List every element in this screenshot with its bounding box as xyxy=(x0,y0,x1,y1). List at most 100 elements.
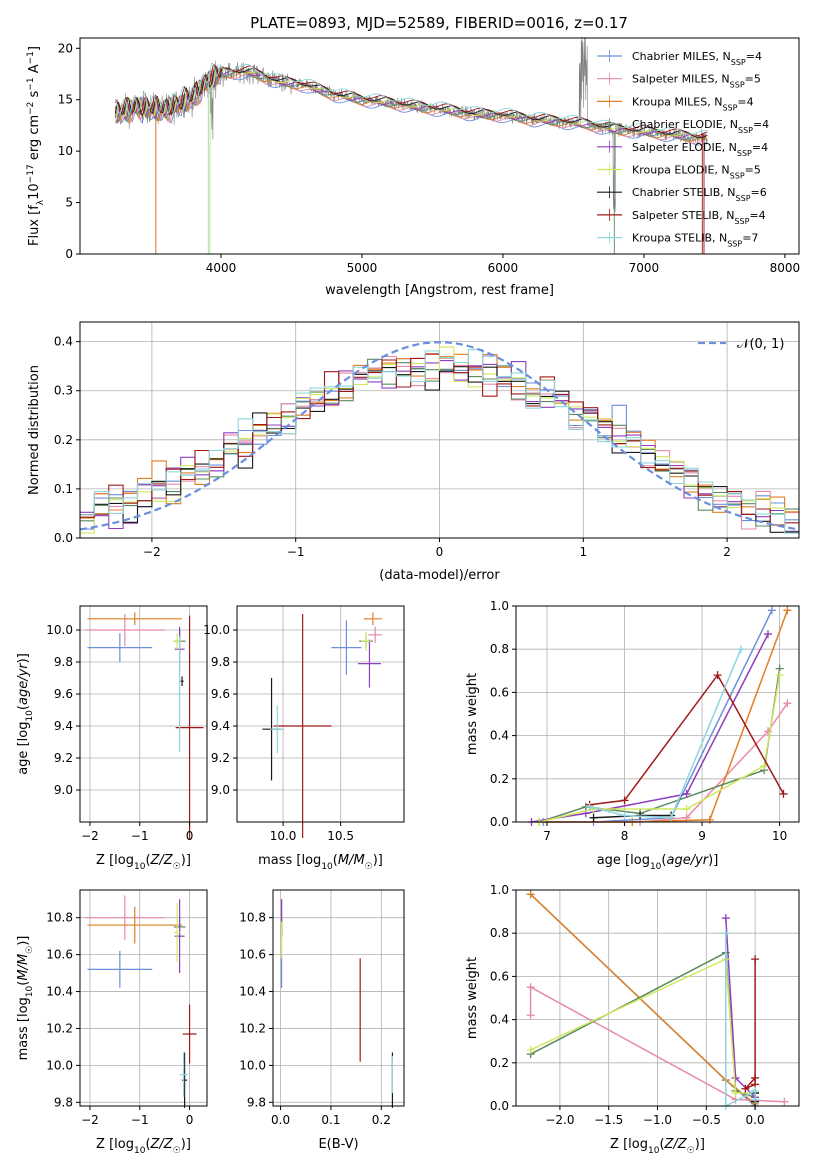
y-tick-label: 0.8 xyxy=(490,642,509,656)
x-tick-label: 9 xyxy=(698,829,706,843)
x-axis-label: Z [log10(Z/Z☉)] xyxy=(96,1137,191,1156)
legend-label: Chabrier ELODIE, NSSP=4 xyxy=(632,118,769,135)
y-tick-label: 0.8 xyxy=(490,926,509,940)
weight-point-marker xyxy=(667,813,676,822)
x-tick-label: 1 xyxy=(579,545,587,559)
x-axis-label: wavelength [Angstrom, rest frame] xyxy=(325,283,554,298)
x-tick-label: 0.1 xyxy=(321,1113,340,1127)
x-axis-label: age [log10(age/yr)] xyxy=(597,853,719,872)
y-tick-label: 0.3 xyxy=(54,384,73,398)
weight-series-line xyxy=(589,673,785,806)
y-tick-label: 9.8 xyxy=(54,655,73,669)
y-tick-label: 5 xyxy=(65,196,73,210)
weight-point-marker xyxy=(767,606,776,615)
weight-series-line xyxy=(539,610,789,823)
weight-point-marker xyxy=(751,1073,760,1082)
legend-label: Chabrier STELIB, NSSP=6 xyxy=(632,186,767,203)
x-tick-label: 7000 xyxy=(629,261,660,275)
weight-series-line xyxy=(529,985,785,1103)
y-axis-label: Normed distribution xyxy=(27,365,42,495)
mass-vs-z-panel: −2 −1 0 9.8 10.0 10.2 10.4 10.6 10.8 Z [log10(Z/Z… xyxy=(16,889,208,1156)
weight-point-marker xyxy=(751,1086,760,1095)
y-tick-label: 10 xyxy=(58,144,73,158)
x-axis-label: (data-model)/error xyxy=(379,568,500,583)
weight-point-marker xyxy=(721,914,730,923)
legend-label: Kroupa MILES, NSSP=4 xyxy=(632,95,754,112)
y-tick-label: 9.2 xyxy=(54,751,73,765)
histogram-step-line xyxy=(80,366,799,533)
legend-label: Chabrier MILES, NSSP=4 xyxy=(632,50,762,67)
y-tick-label: 0.1 xyxy=(54,482,73,496)
y-tick-label: 10.0 xyxy=(46,623,73,637)
weight-point-marker xyxy=(620,796,629,805)
y-tick-label: 0.4 xyxy=(54,335,73,349)
weight-series-line xyxy=(531,633,769,823)
x-tick-label: 7 xyxy=(543,829,551,843)
y-tick-label: 9.0 xyxy=(211,783,230,797)
x-tick-label: 10.0 xyxy=(270,829,297,843)
weight-series-line xyxy=(539,674,781,823)
legend-label: Kroupa ELODIE, NSSP=5 xyxy=(632,164,761,181)
weight-point-marker xyxy=(526,890,535,899)
weight-point-marker xyxy=(721,929,730,938)
axes-frame xyxy=(79,605,208,823)
axes-frame xyxy=(79,889,208,1107)
x-tick-label: 8000 xyxy=(770,261,801,275)
weight-point-marker xyxy=(736,645,745,654)
model-spectrum-line xyxy=(114,62,708,254)
y-tick-label: 0.2 xyxy=(490,1056,509,1070)
x-tick-label: −2.0 xyxy=(545,1113,574,1127)
weight-point-marker xyxy=(526,1011,535,1020)
weight-series-line xyxy=(744,959,756,1090)
y-tick-label: 9.6 xyxy=(211,687,230,701)
age-vs-z-panel: −2 −1 0 9.0 9.2 9.4 9.6 9.8 10.0 Z [log10(Z/Z☉)] a… xyxy=(16,605,208,872)
weight-point-marker xyxy=(760,761,769,770)
x-tick-label: 0.0 xyxy=(746,1113,765,1127)
y-tick-label: 9.8 xyxy=(247,1095,266,1109)
legend-label: Salpeter STELIB, NSSP=4 xyxy=(632,209,766,226)
x-tick-label: −1 xyxy=(287,545,305,559)
weight-vs-age-panel: 7 8 9 10 0.0 0.2 0.4 0.6 0.8 1.0 age [log10(age/yr… xyxy=(465,599,800,872)
y-tick-label: 9.4 xyxy=(54,719,73,733)
weight-point-marker xyxy=(713,671,722,680)
weight-point-marker xyxy=(526,1045,535,1054)
weight-point-marker xyxy=(751,955,760,964)
weight-series-line xyxy=(543,609,773,823)
x-tick-label: 0 xyxy=(436,545,444,559)
y-tick-label: 10.8 xyxy=(239,911,266,925)
x-tick-label: −2 xyxy=(81,829,99,843)
y-tick-label: 10.6 xyxy=(46,948,73,962)
legend-label: Salpeter MILES, NSSP=5 xyxy=(632,73,761,90)
axes-frame xyxy=(79,37,800,255)
y-tick-label: 0.6 xyxy=(490,685,509,699)
axes-frame xyxy=(236,605,405,823)
y-axis-label: mass weight xyxy=(465,957,480,1039)
legend-label: 𝒩(0, 1) xyxy=(737,337,784,352)
y-tick-label: 10.4 xyxy=(46,985,73,999)
y-axis-label: Flux [fλ10−17 erg cm−2 s−1 A−1] xyxy=(26,46,46,246)
y-tick-label: 10.0 xyxy=(46,1058,73,1072)
model-spectrum-line xyxy=(114,63,708,254)
x-tick-label: 6000 xyxy=(488,261,519,275)
x-tick-label: −1.5 xyxy=(594,1113,623,1127)
y-tick-label: 15 xyxy=(58,93,73,107)
y-tick-label: 0 xyxy=(65,247,73,261)
x-tick-label: 0.2 xyxy=(372,1113,391,1127)
figure-title: PLATE=0893, MJD=52589, FIBERID=0016, z=0… xyxy=(250,14,628,32)
x-tick-label: −2 xyxy=(143,545,161,559)
legend-label: Kroupa STELIB, NSSP=7 xyxy=(632,232,758,249)
weight-point-marker xyxy=(775,671,784,680)
weight-point-marker xyxy=(682,789,691,798)
model-spectrum-line xyxy=(114,65,708,139)
y-tick-label: 10.0 xyxy=(203,623,230,637)
age-vs-mass-panel: 10.0 10.5 9.0 9.2 9.4 9.6 9.8 10.0 mass [log10(M… xyxy=(203,605,405,872)
mass-vs-ebv-panel: 0.0 0.1 0.2 9.8 10.0 10.2 10.4 10.6 10.8 E(B-V) xyxy=(239,889,405,1152)
x-tick-label: 10.5 xyxy=(327,829,354,843)
y-tick-label: 0.0 xyxy=(490,1099,509,1113)
weight-series-line xyxy=(530,893,756,1105)
x-axis-label: Z [log10(Z/Z☉)] xyxy=(610,1137,705,1156)
y-tick-label: 10.6 xyxy=(239,948,266,962)
y-tick-label: 10.8 xyxy=(46,911,73,925)
x-tick-label: 4000 xyxy=(206,261,237,275)
y-tick-label: 9.2 xyxy=(211,751,230,765)
